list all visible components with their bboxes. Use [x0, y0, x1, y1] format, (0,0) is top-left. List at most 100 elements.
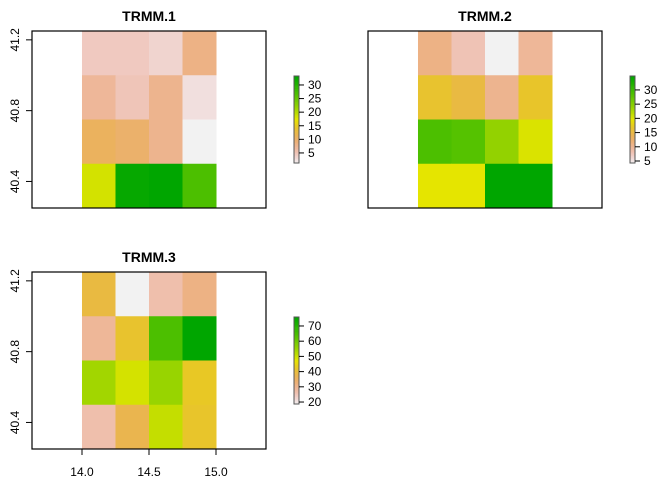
raster-cell: [149, 316, 184, 361]
legend-swatch: [630, 136, 635, 139]
legend-swatch: [630, 144, 635, 146]
raster-cell: [417, 31, 452, 76]
y-tick-label: 40.8: [8, 99, 22, 123]
legend-swatch: [630, 147, 635, 149]
legend-swatch: [630, 115, 635, 117]
legend-swatch: [294, 390, 299, 393]
legend-swatch: [630, 125, 635, 128]
legend-swatch: [294, 132, 299, 135]
legend-tick-label: 25: [308, 92, 322, 106]
legend-swatch: [294, 158, 299, 161]
legend-swatch: [294, 334, 299, 337]
legend-swatch: [294, 401, 299, 403]
raster-cell: [417, 75, 452, 120]
legend-swatch: [630, 118, 635, 120]
legend-swatch: [294, 97, 299, 100]
legend-swatch: [630, 155, 635, 158]
raster-cell: [182, 75, 217, 120]
raster-cell: [485, 163, 520, 209]
raster-cell: [485, 31, 520, 76]
legend-swatch: [294, 129, 299, 132]
legend-swatch: [630, 89, 635, 91]
raster-cell: [451, 119, 486, 165]
legend-tick-label: 70: [308, 319, 322, 333]
legend-swatch: [294, 363, 299, 366]
legend-tick-label: 20: [308, 105, 322, 119]
raster-cell: [149, 119, 184, 165]
raster-cell: [115, 316, 150, 361]
legend-swatch: [294, 83, 299, 85]
raster-cell: [182, 272, 217, 317]
legend-swatch: [294, 142, 299, 145]
legend-tick-label: 60: [308, 334, 322, 348]
legend-swatch: [294, 386, 299, 389]
legend-tick-label: 25: [644, 97, 658, 111]
legend-tick-label: 30: [644, 83, 658, 97]
legend-swatch: [294, 160, 299, 162]
legend-swatch: [294, 373, 299, 376]
legend-swatch: [294, 367, 299, 370]
legend-swatch: [294, 145, 299, 148]
legend-swatch: [630, 100, 635, 103]
legend-swatch: [294, 99, 299, 101]
raster-cell: [115, 75, 150, 120]
raster-cell: [451, 31, 486, 76]
legend-swatch: [630, 97, 635, 100]
legend-frame: [629, 75, 636, 164]
legend-swatch: [630, 151, 635, 154]
legend-swatch: [294, 136, 299, 139]
legend-swatch: [294, 119, 299, 122]
panel-title: TRMM.2: [458, 8, 512, 24]
legend-swatch: [294, 155, 299, 158]
legend-swatch: [630, 87, 635, 90]
legend-swatch: [294, 376, 299, 379]
legend-swatch: [630, 105, 635, 107]
legend-swatch: [294, 78, 299, 81]
raster-cell: [81, 316, 116, 361]
legend-tick-label: 40: [308, 365, 322, 379]
legend-swatch: [294, 152, 299, 155]
legend-swatch: [294, 356, 299, 358]
raster-cell: [115, 272, 150, 317]
legend-swatch: [294, 344, 299, 347]
legend-swatch: [630, 152, 635, 155]
legend-swatch: [630, 103, 635, 106]
legend-swatch: [294, 105, 299, 107]
raster-cell: [182, 163, 217, 209]
legend-swatch: [294, 116, 299, 119]
legend-swatch: [630, 157, 635, 159]
legend-swatch: [630, 148, 635, 151]
legend-tick-label: 30: [308, 78, 322, 92]
raster-cell: [115, 31, 150, 76]
raster-cell: [149, 31, 184, 76]
legend-swatch: [294, 110, 299, 113]
legend-swatch: [294, 128, 299, 130]
legend-swatch: [294, 96, 299, 99]
legend-swatch: [630, 106, 635, 109]
legend-swatch: [294, 379, 299, 382]
raster-cell: [149, 163, 184, 209]
raster-cell: [182, 316, 217, 361]
raster-cell: [115, 404, 150, 450]
legend-swatch: [294, 84, 299, 87]
legend-swatch: [630, 160, 635, 162]
legend-swatch: [294, 337, 299, 340]
legend-swatch: [294, 317, 299, 319]
legend-swatch: [294, 325, 299, 328]
legend-swatch: [294, 360, 299, 363]
legend-swatch: [294, 354, 299, 357]
raster-cell: [417, 119, 452, 165]
legend-frame: [293, 75, 300, 164]
legend-swatch: [630, 107, 635, 110]
legend-swatch: [294, 90, 299, 93]
legend-swatch: [294, 380, 299, 383]
legend-swatch: [294, 393, 299, 396]
legend-swatch: [630, 90, 635, 93]
legend-swatch: [294, 359, 299, 361]
legend-swatch: [630, 145, 635, 148]
y-tick-label: 40.4: [8, 169, 22, 193]
legend-swatch: [294, 144, 299, 146]
